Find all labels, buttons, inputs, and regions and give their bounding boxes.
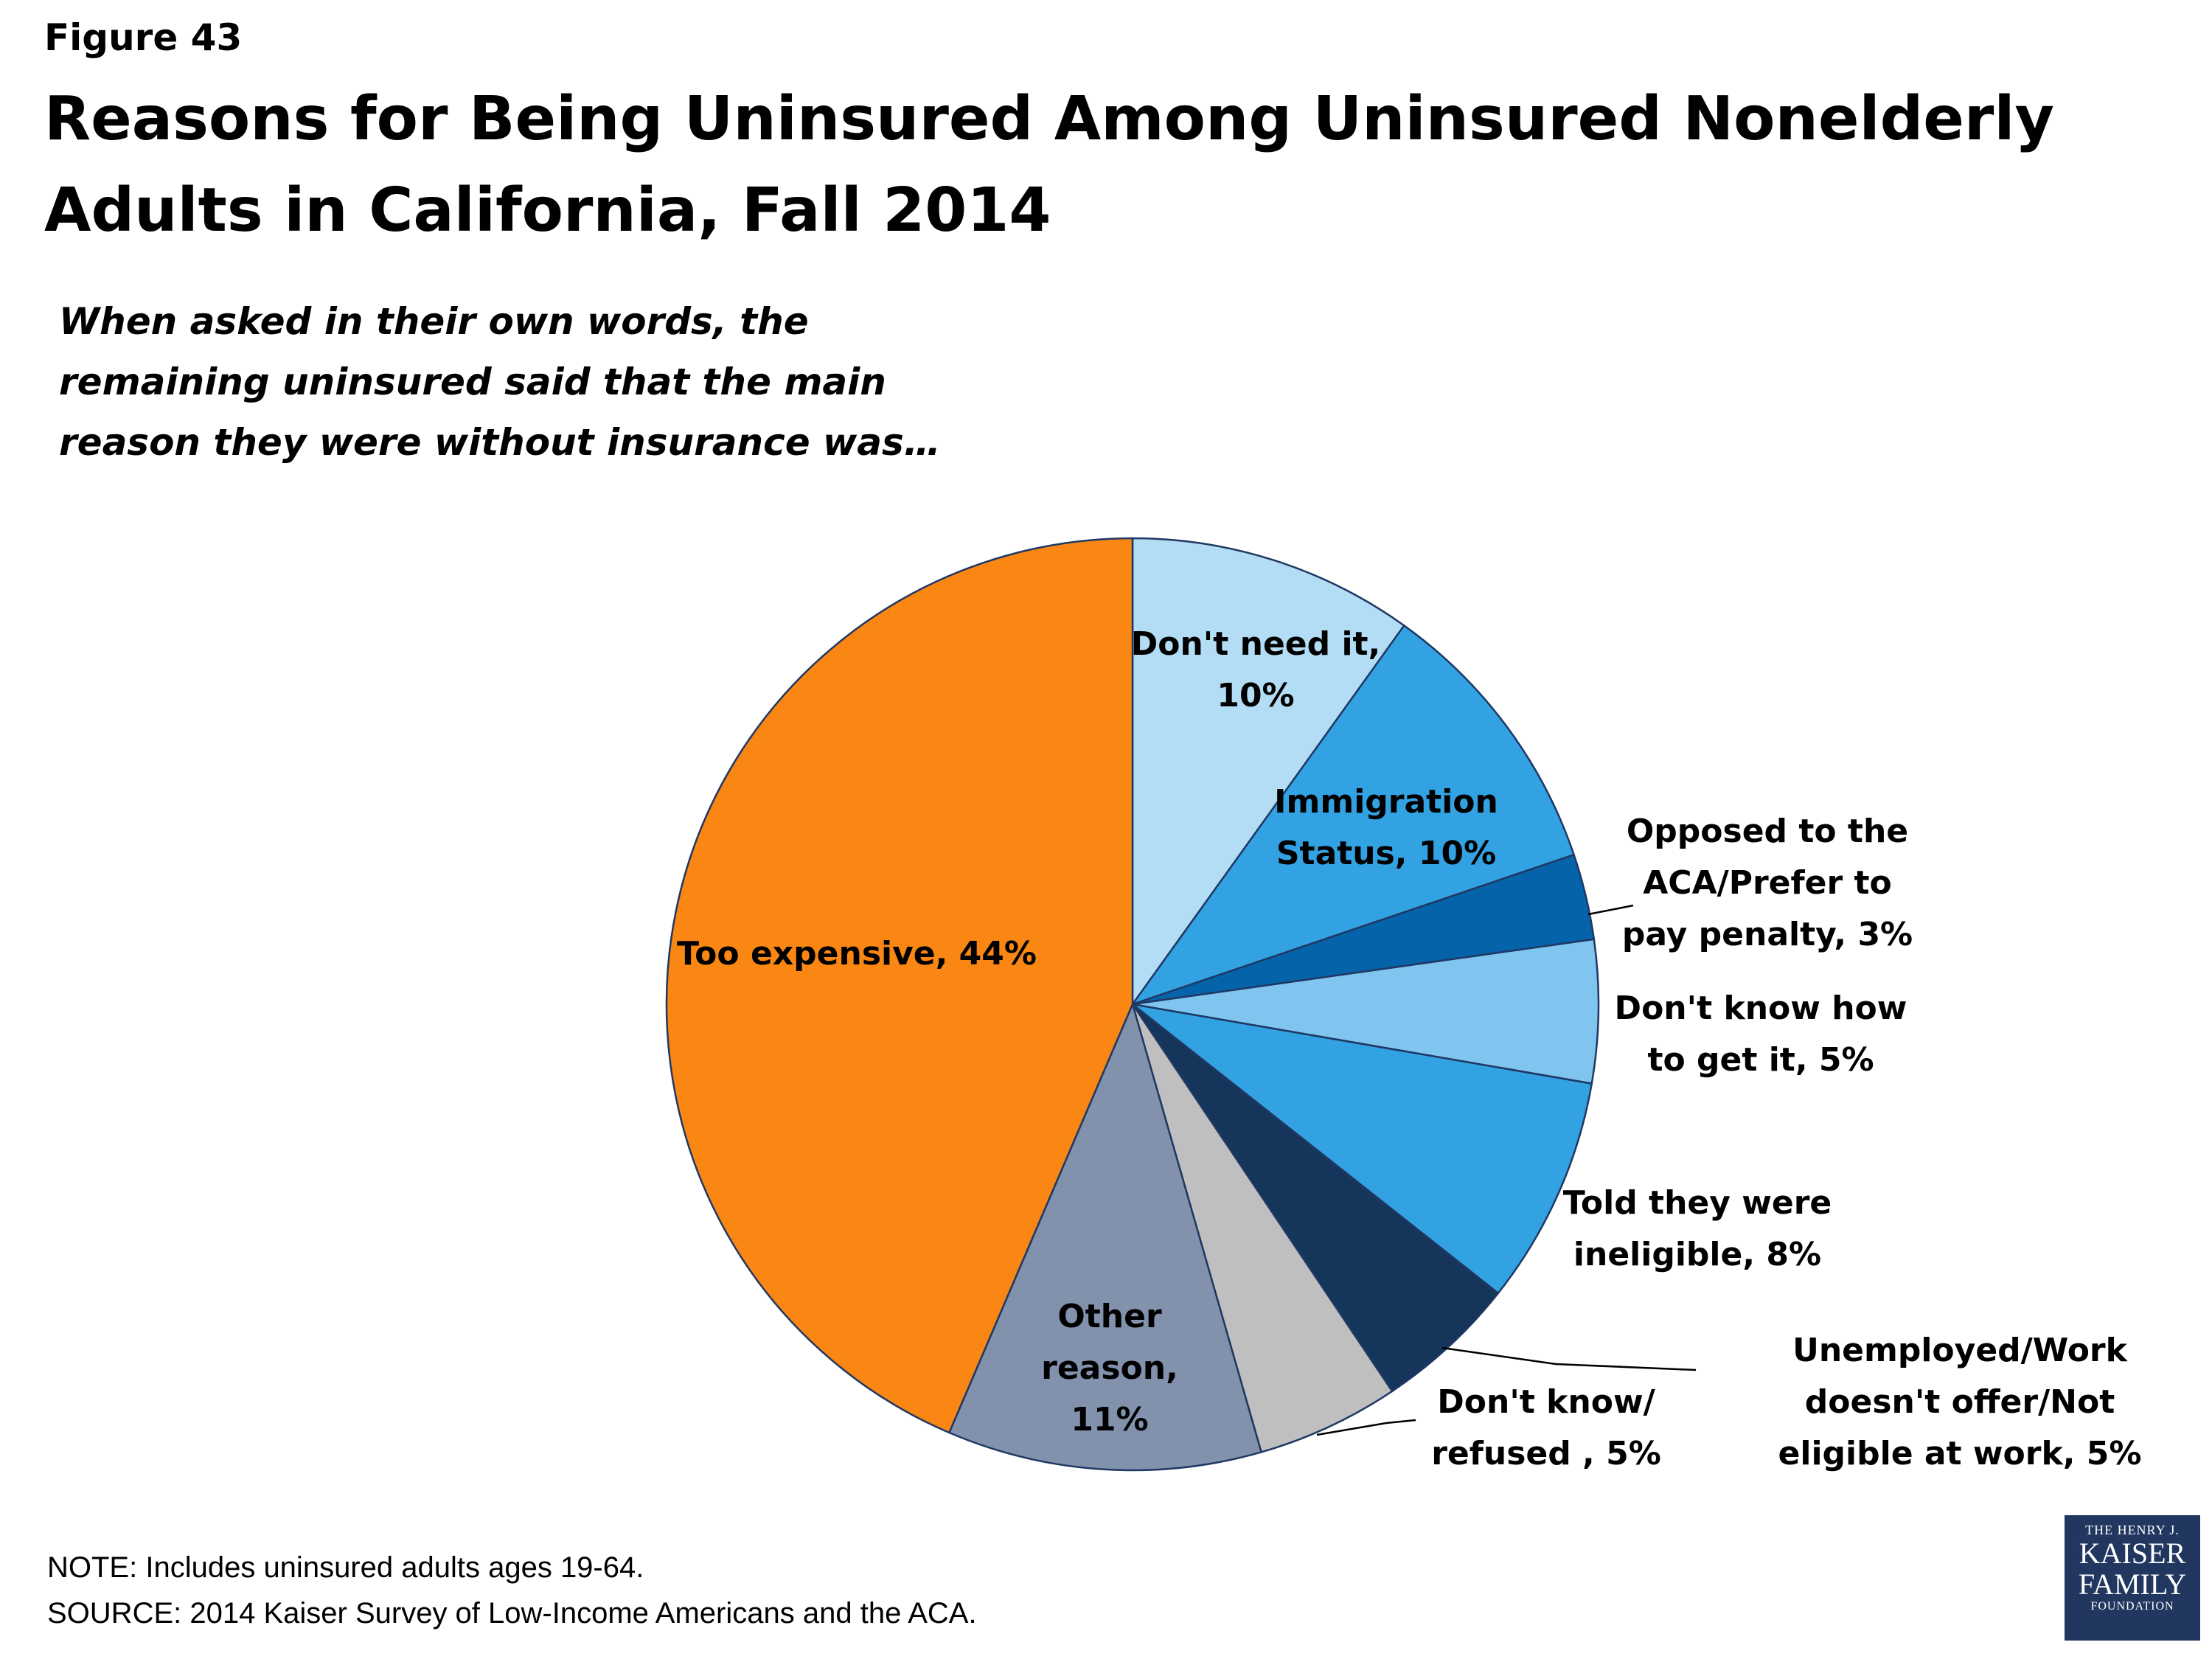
pie-slice-8 [947, 1001, 1263, 1472]
logo-line-3: FAMILY [2078, 1568, 2187, 1601]
chart-subtitle: When asked in their own words, the remai… [59, 300, 941, 464]
logo-line-1: THE HENRY J. [2085, 1523, 2180, 1537]
slice-label-3: Opposed to the ACA/Prefer to pay penalty, … [1622, 813, 1913, 953]
slice-label-5: Told they were ineligible, 8% [1563, 1184, 1832, 1273]
pie-slice-7 [1131, 1004, 1394, 1453]
slice-label-1: Don't need it, 10% [1131, 625, 1381, 714]
slice-label-7: Don't know/refused , 5% [1431, 1383, 1661, 1472]
pie-slice-6 [1131, 1004, 1500, 1393]
leader-line-6 [1441, 1346, 1697, 1371]
note-text: NOTE: Includes uninsured adults ages 19-… [47, 1551, 644, 1584]
source-text: SOURCE: 2014 Kaiser Survey of Low-Income… [47, 1597, 977, 1630]
slice-label-8: Other reason, 11% [1041, 1298, 1178, 1439]
leader-line-3 [1587, 904, 1634, 916]
pie-slice-9 [665, 537, 1134, 1434]
slice-label-9: Too expensive, 44% [677, 935, 1037, 973]
slice-label-6: Unemployed/Work doesn't offer/Not eligible… [1778, 1332, 2142, 1472]
leader-line-7 [1316, 1419, 1416, 1436]
kff-logo: THE HENRY J. KAISER FAMILY FOUNDATION [2065, 1515, 2200, 1641]
pie-slice-2 [1130, 624, 1576, 1006]
chart-footer: NOTE: Includes uninsured adults ages 19-… [47, 1545, 977, 1636]
logo-line-2: KAISER [2079, 1537, 2186, 1570]
pie-slice-5 [1132, 1003, 1593, 1295]
slice-label-2: Immigration Status, 10% [1274, 783, 1498, 872]
pie-slice-4 [1132, 938, 1600, 1085]
logo-line-4: FOUNDATION [2090, 1600, 2174, 1613]
figure-label: Figure 43 [44, 16, 243, 59]
chart-title: Reasons for Being Uninsured Among Uninsu… [44, 84, 2054, 246]
pie-slice-1 [1131, 537, 1406, 1007]
slice-label-4: Don't know how to get it, 5% [1615, 990, 1907, 1079]
